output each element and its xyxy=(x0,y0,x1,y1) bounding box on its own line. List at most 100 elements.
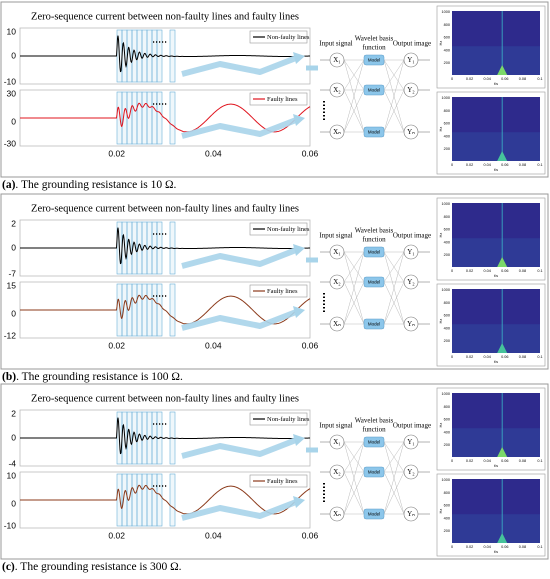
spec-x-tick: 0.02 xyxy=(466,459,473,463)
spectrogram-shade xyxy=(452,132,540,161)
window-slice xyxy=(131,91,138,145)
output-node xyxy=(403,316,419,332)
spec-y-tick: 200 xyxy=(444,147,450,151)
legend-box xyxy=(249,284,308,298)
spec-y-tick: 800 xyxy=(444,301,450,305)
model-node-label: Model xyxy=(368,322,380,327)
spec-x-tick: 0.04 xyxy=(484,459,491,463)
window-slice xyxy=(169,91,176,145)
spec-x-tick: 0.06 xyxy=(501,545,508,549)
input-node-label: Xₙ xyxy=(333,128,341,136)
spectrogram-shade xyxy=(452,514,540,543)
waveform xyxy=(20,417,311,455)
spec-y-tick: 800 xyxy=(444,215,450,219)
flow-arrow xyxy=(181,437,298,459)
x-tick-label: 0.02 xyxy=(108,148,125,158)
output-node-label: Y₂ xyxy=(407,278,415,286)
spec-y-tick: 800 xyxy=(444,491,450,495)
connection xyxy=(383,251,405,325)
spec-y-tick: 400 xyxy=(444,516,450,520)
output-node xyxy=(403,434,419,450)
spec-x-label: t/s xyxy=(494,168,498,172)
spec-x-tick: 0 xyxy=(451,459,453,463)
spec-x-tick: 0 xyxy=(451,163,453,167)
model-node xyxy=(363,276,385,288)
spec-x-tick: 0.08 xyxy=(519,355,526,359)
spec-y-tick: 1000 xyxy=(442,392,450,396)
output-node-label: Yₙ xyxy=(407,320,415,328)
output-node-label: Y₁ xyxy=(407,438,415,446)
y-tick-label: 0 xyxy=(11,308,16,318)
connection xyxy=(383,251,405,283)
model-node xyxy=(363,318,385,330)
input-node xyxy=(329,244,345,260)
flow-arrow xyxy=(181,247,298,269)
model-node xyxy=(363,126,385,138)
input-node-label: X₂ xyxy=(333,278,341,286)
model-node xyxy=(363,54,385,66)
window-slice xyxy=(146,473,153,527)
window-slice xyxy=(136,91,143,145)
x-tick-label: 0.06 xyxy=(302,340,319,350)
model-node-label: Model xyxy=(368,88,380,93)
x-tick-label: 0.04 xyxy=(205,340,222,350)
connection xyxy=(383,59,405,133)
output-node-label: Y₂ xyxy=(407,86,415,94)
spec-y-label: Hz xyxy=(439,41,443,46)
spec-x-tick: 0.06 xyxy=(501,355,508,359)
window-slice xyxy=(136,283,143,337)
legend-label: Non-faulty lines xyxy=(267,226,310,233)
window-slice xyxy=(121,473,128,527)
y-tick-label: 0 xyxy=(11,498,16,508)
window-slice xyxy=(116,91,123,145)
connection xyxy=(343,281,365,325)
panel-title: Zero-sequence current between non-faulty… xyxy=(31,393,299,404)
spectrogram-shade xyxy=(452,428,540,457)
spec-x-label: t/s xyxy=(494,464,498,468)
caption-label: (c) xyxy=(2,561,15,573)
spec-y-tick: 800 xyxy=(444,405,450,409)
window-slice xyxy=(151,91,158,145)
spec-x-tick: 0.04 xyxy=(484,269,491,273)
spec-y-tick: 1000 xyxy=(442,478,450,482)
input-label: Input signal xyxy=(319,232,352,240)
y-tick-label: 30 xyxy=(7,88,17,98)
spec-y-tick: 200 xyxy=(444,61,450,65)
spec-y-label: Hz xyxy=(439,319,443,324)
window-slice xyxy=(146,91,153,145)
spec-y-tick: 600 xyxy=(444,122,450,126)
window-slice xyxy=(136,473,143,527)
panel-frame xyxy=(0,193,549,370)
spec-x-tick: 0.08 xyxy=(519,77,526,81)
x-tick-label: 0.04 xyxy=(205,148,222,158)
x-tick-label: 0.06 xyxy=(302,148,319,158)
output-label: Output image xyxy=(393,232,431,240)
input-node xyxy=(329,82,345,98)
y-tick-label: -10 xyxy=(4,520,17,530)
x-tick-label: 0.06 xyxy=(302,530,319,540)
input-node xyxy=(329,124,345,140)
spec-x-tick: 0.04 xyxy=(484,163,491,167)
spec-x-tick: 0 xyxy=(451,545,453,549)
spec-y-label: Hz xyxy=(439,423,443,428)
wavelet-label: Wavelet basis xyxy=(355,417,394,425)
waveform xyxy=(20,102,311,133)
output-node xyxy=(403,274,419,290)
caption: (c). The grounding resistance is 300 Ω. xyxy=(2,561,182,573)
model-node xyxy=(363,84,385,96)
panel-frame xyxy=(0,383,549,560)
input-node-label: Xₙ xyxy=(333,320,341,328)
flow-arrow-head xyxy=(293,434,305,446)
wavelet-label: function xyxy=(362,426,386,434)
spectrogram-shade xyxy=(452,46,540,75)
spec-x-tick: 0.06 xyxy=(501,269,508,273)
caption-text: . The grounding resistance is 100 Ω. xyxy=(16,371,183,383)
output-label: Output image xyxy=(393,422,431,430)
window-slice xyxy=(121,91,128,145)
y-tick-label: -4 xyxy=(8,458,16,468)
input-node xyxy=(329,506,345,522)
connection xyxy=(343,59,365,91)
spectrogram-peak xyxy=(497,151,508,161)
output-node-label: Y₁ xyxy=(407,56,415,64)
